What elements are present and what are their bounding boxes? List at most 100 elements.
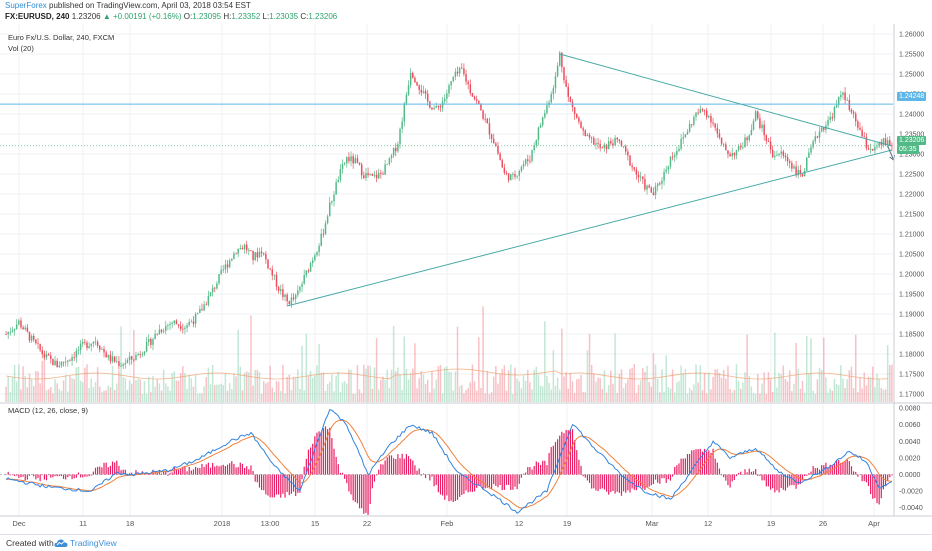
publisher-name[interactable]: SuperForex bbox=[5, 1, 47, 10]
macd-histogram-bar bbox=[676, 465, 678, 475]
candle-body bbox=[405, 94, 408, 104]
candle-body bbox=[869, 148, 872, 150]
volume-bar bbox=[18, 364, 20, 402]
candle-body bbox=[865, 136, 868, 149]
volume-bar bbox=[409, 372, 412, 402]
macd-histogram-bar bbox=[778, 474, 780, 493]
macd-histogram-bar bbox=[889, 474, 891, 478]
candle-body bbox=[812, 141, 814, 148]
volume-bar bbox=[384, 380, 386, 402]
candle-body bbox=[318, 245, 320, 253]
macd-histogram-bar bbox=[397, 454, 399, 475]
macd-pane[interactable] bbox=[0, 409, 893, 515]
candle-body bbox=[124, 362, 127, 365]
close-value: 1.23206 bbox=[308, 12, 338, 21]
volume-bar bbox=[67, 391, 69, 402]
macd-histogram-bar bbox=[716, 462, 718, 475]
candle-body bbox=[720, 137, 723, 144]
candle-body bbox=[384, 164, 386, 175]
volume-bar bbox=[188, 375, 190, 402]
macd-histogram-bar bbox=[652, 474, 655, 485]
macd-histogram-bar bbox=[597, 474, 599, 492]
volume-bar bbox=[648, 381, 650, 402]
macd-histogram-bar bbox=[199, 468, 201, 475]
macd-histogram-bar bbox=[710, 452, 712, 475]
candle-body bbox=[514, 174, 516, 177]
candle-body bbox=[41, 350, 44, 355]
volume-bar bbox=[147, 376, 150, 402]
candle-body bbox=[220, 269, 222, 275]
candle-body bbox=[520, 166, 523, 172]
volume-bar bbox=[173, 371, 176, 402]
macd-axis-label: 0.0000 bbox=[899, 472, 921, 479]
volume-bar bbox=[563, 376, 565, 402]
price-axis-label: 1.23500 bbox=[899, 132, 924, 139]
tradingview-cloud-icon[interactable] bbox=[54, 538, 68, 548]
macd-histogram-bar bbox=[882, 474, 885, 490]
candle-body bbox=[116, 361, 118, 363]
macd-histogram-bar bbox=[665, 474, 667, 483]
low-value: 1.23035 bbox=[269, 12, 299, 21]
macd-histogram-bar bbox=[301, 474, 303, 480]
macd-histogram-bar bbox=[527, 467, 529, 475]
volume-bar bbox=[81, 382, 84, 402]
macd-histogram-bar bbox=[508, 474, 510, 485]
candle-body bbox=[90, 343, 92, 347]
macd-histogram-bar bbox=[318, 431, 320, 475]
candle-body bbox=[650, 187, 653, 193]
volume-bar bbox=[437, 366, 440, 402]
candle-body bbox=[850, 109, 853, 113]
volume-bar bbox=[171, 373, 173, 402]
volume-bar bbox=[280, 391, 282, 402]
volume-bar bbox=[386, 369, 388, 402]
macd-histogram-bar bbox=[731, 474, 733, 482]
volume-bar bbox=[343, 381, 346, 402]
volume-bar bbox=[239, 366, 242, 402]
time-axis-label: 15 bbox=[311, 519, 319, 528]
candle-body bbox=[507, 173, 510, 181]
candle-body bbox=[141, 354, 144, 356]
volume-bar bbox=[33, 386, 35, 402]
candle-body bbox=[228, 260, 231, 268]
volume-bar bbox=[113, 389, 116, 402]
high-value: 1.23352 bbox=[231, 12, 261, 21]
macd-histogram-bar bbox=[448, 474, 450, 502]
tradingview-brand[interactable]: TradingView bbox=[70, 538, 117, 548]
drawing-lines[interactable] bbox=[0, 53, 896, 307]
close-label: C: bbox=[300, 12, 309, 21]
candle-body bbox=[631, 165, 633, 168]
macd-histogram-bar bbox=[576, 450, 578, 475]
macd-histogram-bar bbox=[608, 474, 610, 495]
volume-bar bbox=[248, 372, 250, 402]
symbol-header: FX:EURUSD, 240 1.23206 ▲ +0.00191 (+0.16… bbox=[5, 11, 337, 23]
candle-body bbox=[54, 360, 56, 366]
macd-histogram-bar bbox=[194, 466, 197, 475]
candle-body bbox=[780, 151, 782, 154]
macd-histogram-bar bbox=[278, 474, 280, 495]
macd-histogram-bar bbox=[755, 469, 757, 475]
macd-histogram-bar bbox=[224, 466, 227, 475]
volume-bar bbox=[431, 370, 433, 402]
volume-bar bbox=[243, 372, 246, 402]
price-axis-label: 1.22000 bbox=[899, 192, 924, 199]
volume-bar bbox=[703, 372, 706, 402]
macd-histogram-bar bbox=[859, 474, 861, 476]
main-title[interactable]: Euro Fx/U.S. Dollar, 240, FXCM bbox=[8, 33, 115, 42]
macd-label[interactable]: MACD (12, 26, close, 9) bbox=[8, 406, 89, 415]
volume-bar bbox=[529, 382, 531, 402]
macd-histogram-bar bbox=[97, 466, 99, 475]
macd-histogram-bar bbox=[625, 474, 627, 493]
candle-body bbox=[597, 143, 599, 145]
time-axis-label: 11 bbox=[79, 519, 87, 528]
volume-bar bbox=[639, 380, 642, 402]
volume-bar bbox=[550, 389, 552, 402]
candlestick-series[interactable] bbox=[5, 50, 893, 370]
macd-histogram-bar bbox=[776, 474, 778, 491]
candle-body bbox=[810, 147, 812, 153]
macd-histogram-bar bbox=[844, 461, 846, 475]
macd-histogram-bar bbox=[420, 474, 422, 476]
volume-label[interactable]: Vol (20) bbox=[8, 44, 34, 53]
volume-bar bbox=[452, 390, 455, 402]
price-chart[interactable]: 1.260001.255001.250001.245001.240001.235… bbox=[0, 24, 932, 534]
candle-body bbox=[510, 174, 512, 181]
